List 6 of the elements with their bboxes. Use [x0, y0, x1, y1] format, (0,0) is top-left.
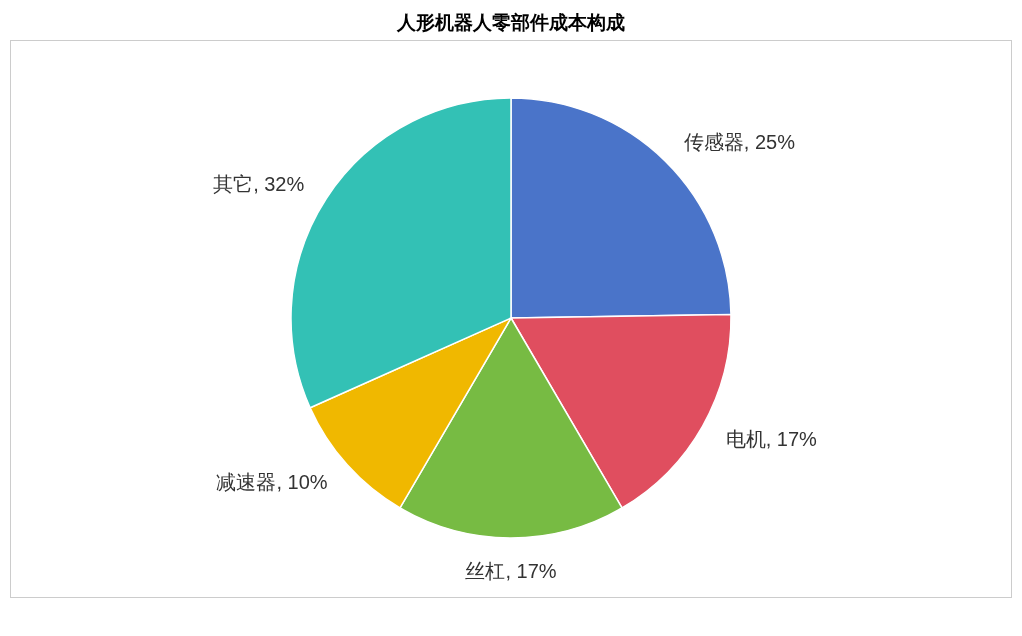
slice-label: 电机, 17%	[725, 427, 818, 450]
slice-label: 传感器, 25%	[683, 131, 796, 154]
slice-label: 其它, 32%	[213, 172, 305, 195]
chart-title: 人形机器人零部件成本构成	[396, 12, 625, 33]
slice-label: 丝杠, 17%	[465, 560, 557, 583]
slice-label: 减速器, 10%	[216, 471, 328, 494]
